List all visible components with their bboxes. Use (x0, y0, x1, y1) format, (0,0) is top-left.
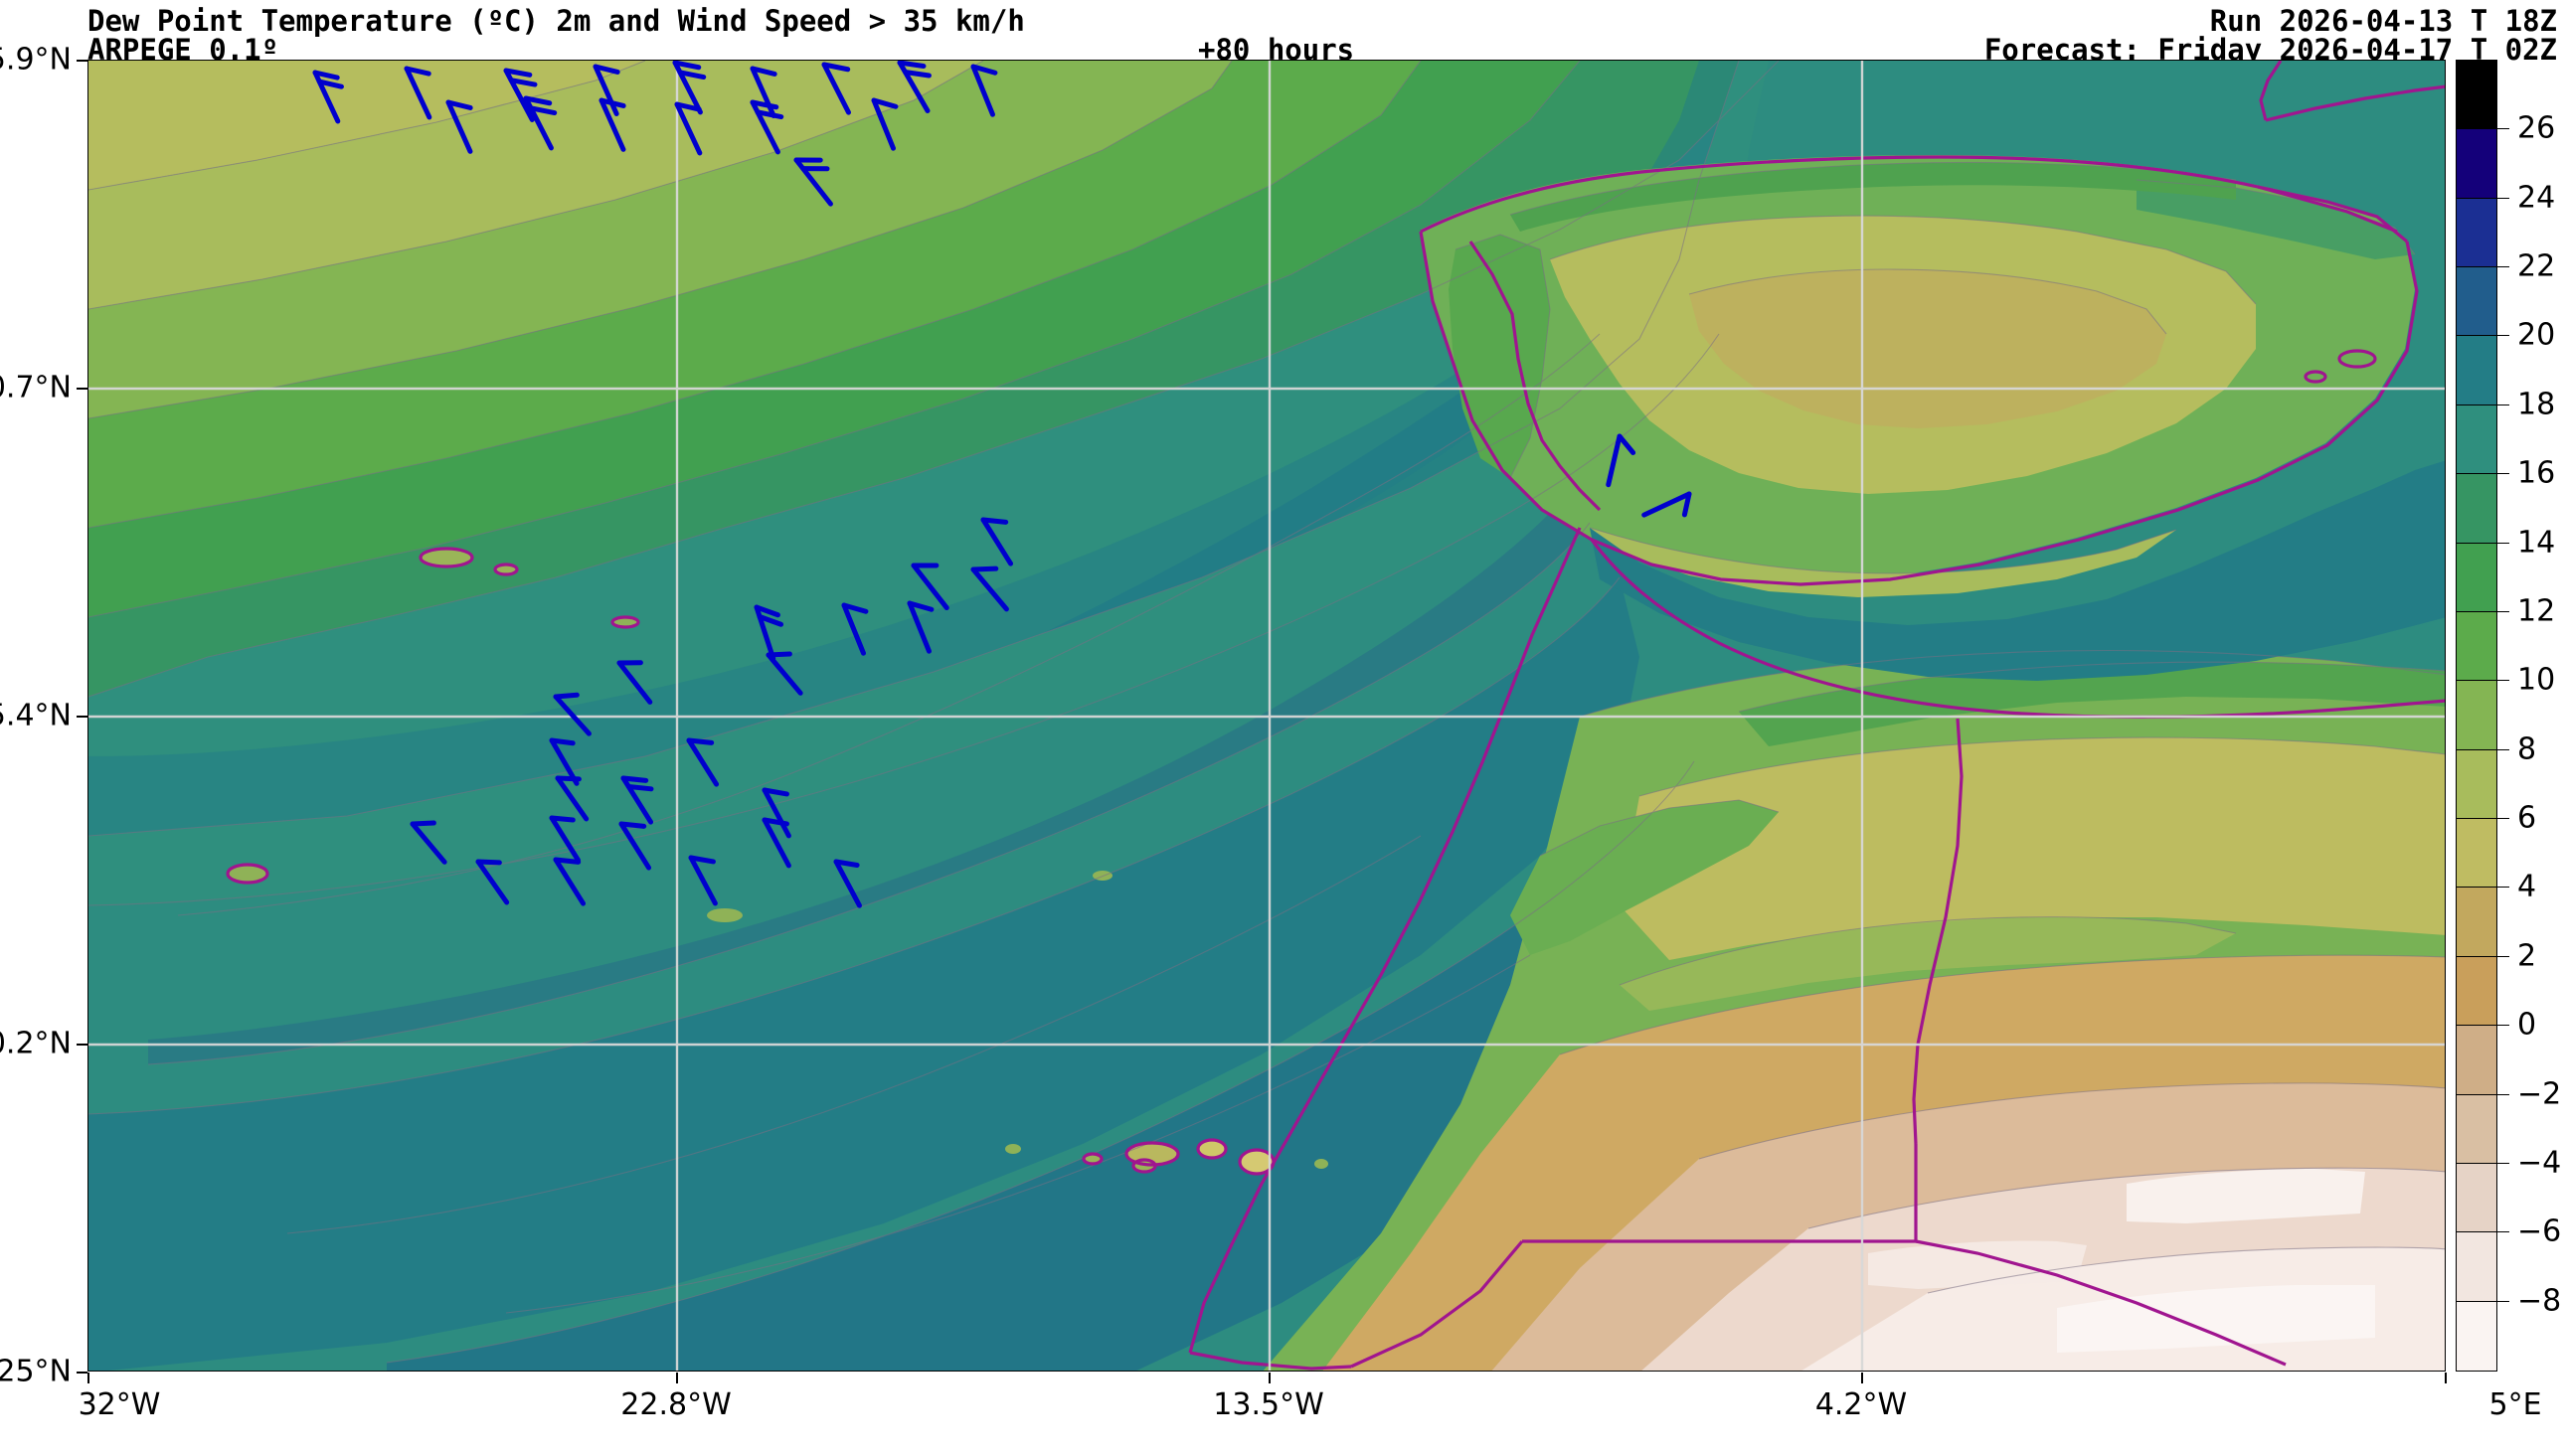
xtick-2 (1269, 1373, 1271, 1383)
colorbar-tick-label: −4 (2517, 1145, 2562, 1181)
xtick-label-1: 22.8°W (620, 1387, 732, 1422)
country-borders (226, 61, 2445, 1371)
xtick-label-0: 32°W (78, 1387, 161, 1422)
colorbar-tick-label: 20 (2517, 317, 2556, 353)
colorbar-tick-label: 22 (2517, 248, 2556, 284)
colorbar-tick-label: 12 (2517, 593, 2556, 629)
colorbar-segment (2457, 681, 2496, 750)
ytick-label-2: 35.4°N (0, 698, 72, 733)
colorbar-tick-mark (2456, 680, 2509, 682)
colorbar-tick-label: 4 (2517, 869, 2537, 904)
colorbar-tick-mark (2456, 955, 2509, 957)
ytick-4 (77, 60, 87, 62)
ytick-0 (77, 1372, 87, 1374)
map-canvas[interactable] (87, 60, 2446, 1372)
colorbar-segment (2457, 129, 2496, 199)
colorbar (2456, 60, 2497, 1372)
colorbar-tick-mark (2456, 1093, 2509, 1095)
model-run-label: Run 2026-04-13 T 18Z (2209, 4, 2557, 38)
colorbar-segment (2457, 1301, 2496, 1371)
contour-lines (88, 61, 2445, 1364)
colorbar-segment (2457, 956, 2496, 1027)
colorbar-segment (2457, 336, 2496, 405)
colorbar-tick-label: 26 (2517, 110, 2556, 146)
colorbar-segment (2457, 888, 2496, 957)
wind-barbs (312, 61, 1692, 908)
colorbar-tick-mark (2456, 197, 2509, 199)
colorbar-tick-mark (2456, 335, 2509, 337)
colorbar-segment (2457, 267, 2496, 337)
ytick-label-1: 30.2°N (0, 1026, 72, 1061)
colorbar-segment (2457, 1163, 2496, 1233)
colorbar-tick-label: 10 (2517, 662, 2556, 698)
colorbar-tick-label: 18 (2517, 387, 2556, 422)
colorbar-tick-mark (2456, 887, 2509, 889)
colorbar-segment (2457, 61, 2496, 130)
colorbar-segment (2457, 474, 2496, 544)
ytick-label-3: 40.7°N (0, 370, 72, 405)
xtick-label-4: 5°E (2488, 1387, 2542, 1422)
colorbar-tick-mark (2456, 1025, 2509, 1027)
colorbar-tick-label: 24 (2517, 180, 2556, 216)
colorbar-segment (2457, 1094, 2496, 1164)
colorbar-segment (2457, 1026, 2496, 1095)
colorbar-tick-mark (2456, 542, 2509, 544)
lat-lon-graticule (88, 61, 2445, 1371)
colorbar-segment (2457, 749, 2496, 819)
colorbar-tick-mark (2456, 266, 2509, 268)
colorbar-tick-mark (2456, 1162, 2509, 1164)
colorbar-tick-label: −8 (2517, 1283, 2562, 1319)
map-svg (88, 61, 2445, 1371)
colorbar-segment (2457, 404, 2496, 475)
xtick-3 (1861, 1373, 1863, 1383)
colorbar-tick-label: 8 (2517, 731, 2537, 767)
ytick-2 (77, 716, 87, 718)
ytick-label-4: 45.9°N (0, 42, 72, 78)
colorbar-segment (2457, 611, 2496, 682)
colorbar-tick-mark (2456, 1231, 2509, 1233)
colorbar-tick-label: −6 (2517, 1213, 2562, 1249)
xtick-1 (676, 1373, 678, 1383)
islands (228, 549, 1328, 1174)
colorbar-tick-mark (2456, 128, 2509, 130)
colorbar-tick-mark (2456, 748, 2509, 750)
colorbar-tick-label: 14 (2517, 525, 2556, 561)
colorbar-tick-label: 0 (2517, 1007, 2537, 1043)
ytick-1 (77, 1044, 87, 1046)
colorbar-tick-mark (2456, 818, 2509, 820)
colorbar-tick-label: 2 (2517, 938, 2537, 974)
colorbar-segment (2457, 198, 2496, 268)
colorbar-segment (2457, 818, 2496, 889)
map-title: Dew Point Temperature (ºC) 2m and Wind S… (87, 4, 1025, 38)
colorbar-tick-label: 6 (2517, 800, 2537, 836)
colorbar-segment (2457, 1232, 2496, 1302)
xtick-4 (2445, 1373, 2447, 1383)
xtick-label-3: 4.2°W (1814, 1387, 1908, 1422)
colorbar-segment (2457, 543, 2496, 612)
ytick-label-0: 25°N (0, 1354, 72, 1389)
colorbar-tick-label: 16 (2517, 455, 2556, 491)
colorbar-tick-mark (2456, 610, 2509, 612)
colorbar-tick-label: −2 (2517, 1076, 2562, 1112)
ytick-3 (77, 388, 87, 390)
xtick-0 (87, 1373, 89, 1383)
xtick-label-2: 13.5°W (1213, 1387, 1324, 1422)
colorbar-tick-mark (2456, 404, 2509, 405)
colorbar-tick-mark (2456, 1300, 2509, 1302)
colorbar-tick-mark (2456, 473, 2509, 475)
